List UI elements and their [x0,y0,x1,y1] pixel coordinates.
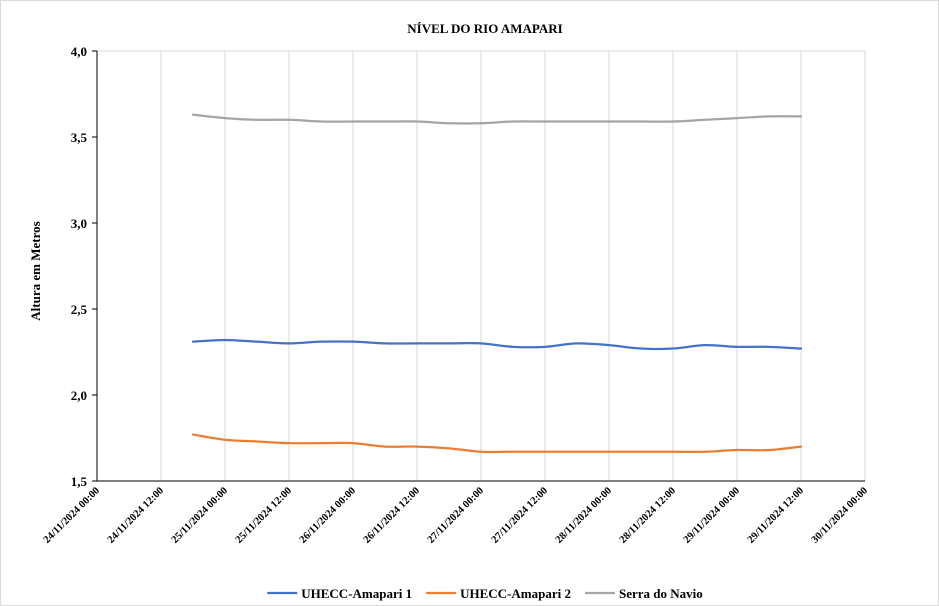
x-tick-label: 27/11/2024 00:00 [426,485,486,545]
series-lines [191,113,803,454]
gridlines [97,50,866,481]
x-tick-label: 24/11/2024 12:00 [106,485,166,545]
y-axis-label: Altura em Metros [28,221,43,320]
x-tick-labels: 24/11/2024 00:00 24/11/2024 12:00 25/11/20… [42,485,870,545]
x-tick-label: 28/11/2024 12:00 [618,485,678,545]
legend-label: UHECC-Amapari 1 [301,586,412,601]
x-tick-label: 27/11/2024 12:00 [490,485,550,545]
x-tick-label: 28/11/2024 00:00 [554,485,614,545]
y-tick-label: 2,0 [71,388,87,403]
x-tick-label: 25/11/2024 00:00 [170,485,230,545]
series-line-uhecc-amapari-1 [191,338,803,351]
chart-title: NÍVEL DO RIO AMAPARI [407,21,562,36]
x-tick-label: 24/11/2024 00:00 [42,485,102,545]
y-tick-label: 2,5 [71,302,88,317]
y-tick-label: 3,0 [71,216,87,231]
y-tick-labels: 1,5 2,0 2,5 3,0 3,5 4,0 [71,44,88,489]
series-line-uhecc-amapari-2 [191,433,803,454]
legend-label: UHECC-Amapari 2 [460,586,571,601]
x-tick-label: 26/11/2024 12:00 [362,485,422,545]
x-tick-label: 29/11/2024 00:00 [682,485,742,545]
series-line-serra-do-navio [191,113,803,125]
legend: UHECC-Amapari 1 UHECC-Amapari 2 Serra do N… [267,586,703,601]
y-tick-label: 4,0 [71,44,87,59]
x-tick-label: 26/11/2024 00:00 [298,485,358,545]
y-tick-label: 3,5 [71,130,88,145]
axes [92,50,865,482]
x-tick-label: 30/11/2024 00:00 [810,485,870,545]
x-tick-label: 29/11/2024 12:00 [746,485,806,545]
y-tick-label: 1,5 [71,474,88,489]
legend-label: Serra do Navio [619,586,703,601]
x-tick-label: 25/11/2024 12:00 [234,485,294,545]
